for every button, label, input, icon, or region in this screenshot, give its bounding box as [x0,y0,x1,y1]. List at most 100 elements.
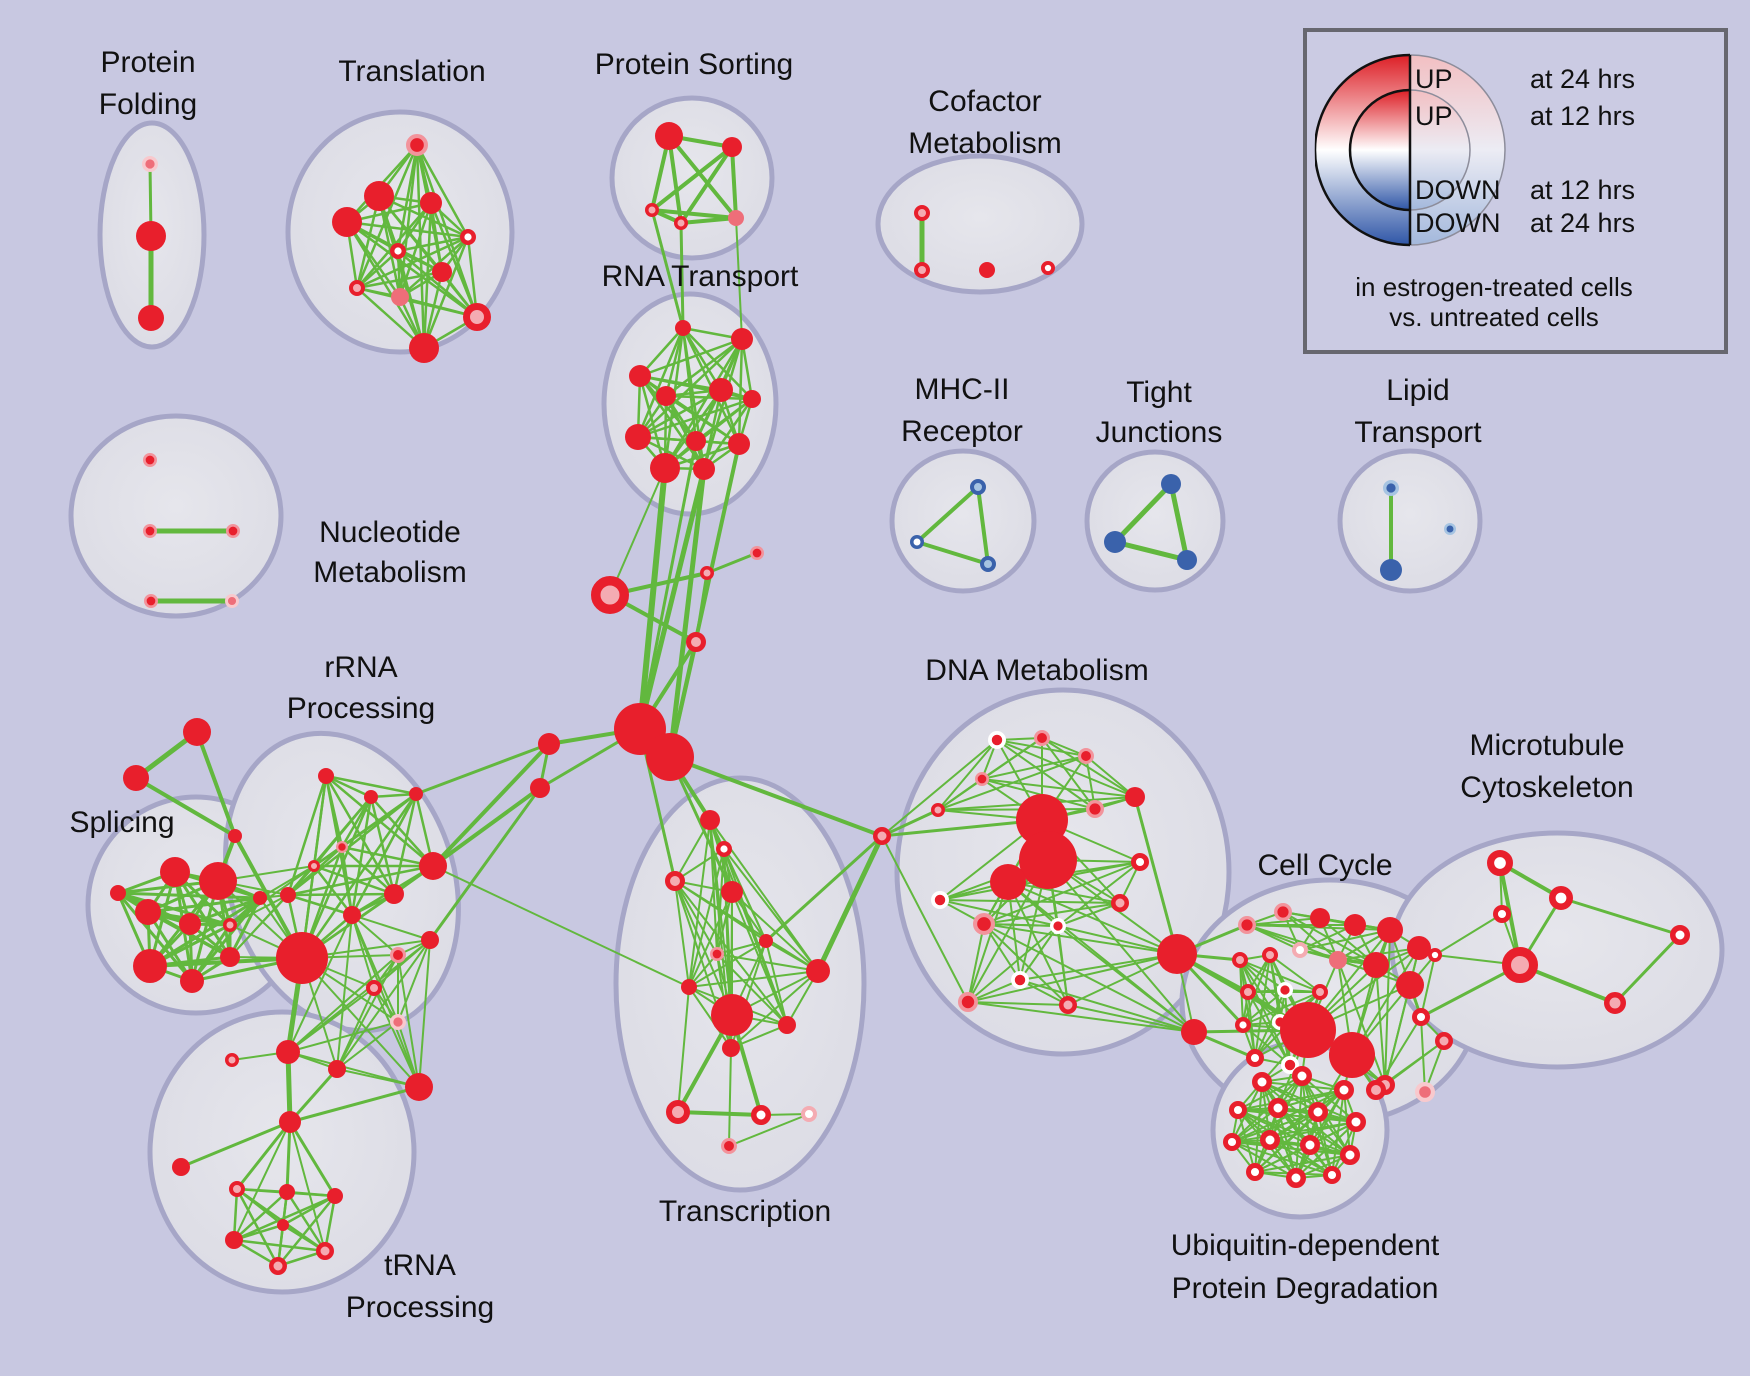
node-rr13 [405,1073,433,1101]
legend-row-down12-label: DOWN [1415,175,1500,205]
edge [996,739,1096,810]
edge [312,774,328,868]
edge [288,1085,421,1124]
cluster-label-rrna-processing-line2: Processing [287,692,435,725]
node-tx12 [666,1100,690,1124]
node-mc1 [1486,850,1513,877]
node-nu5 [225,593,240,608]
edge [276,1194,337,1268]
edge [1085,755,1136,798]
edge [369,795,435,868]
edge [1057,925,1178,955]
edge [1242,989,1286,1026]
node-mc5 [1428,947,1443,962]
edge [323,1194,337,1253]
node-ps3 [645,203,659,217]
edge [1019,953,1178,981]
node-dm9 [1019,831,1077,889]
node-mc7 [1366,1080,1386,1100]
edge [324,774,373,799]
node-sp1 [750,546,765,561]
cluster-label-rrna-processing-line1: rRNA [324,651,397,684]
edge [1231,1141,1351,1156]
edge [229,865,315,926]
node-cc9 [1292,942,1308,958]
cluster-hull-cofactor-metabolism [875,153,1085,295]
node-rr2 [364,790,378,804]
edge [422,235,470,350]
node-sp2 [700,566,714,580]
edge [286,893,354,917]
node-tx14 [801,1106,817,1122]
cluster-label-transcription: Transcription [659,1195,831,1228]
node-ub6 [1308,1102,1328,1122]
cluster-label-trna-processing-line1: tRNA [384,1249,456,1282]
edge [976,485,990,566]
edge [679,216,738,225]
node-mh3 [980,556,996,572]
edge [1337,959,1386,1086]
edge [288,1067,339,1124]
legend-row-up12-time: at 12 hrs [1530,101,1635,131]
node-ps1 [655,122,683,150]
node-rt9 [728,433,750,455]
edge [285,1120,292,1194]
node-mh1 [970,479,986,495]
node-cf1 [914,205,930,221]
node-tr9 [432,262,452,282]
edge [730,145,738,220]
edge [340,795,373,849]
edge [880,808,940,838]
cluster-hull-microtubule-cytoskeleton [1389,830,1725,1070]
node-tx11 [722,1039,740,1057]
cluster-label-microtubule-cytoskeleton-line1: Microtubule [1469,729,1624,762]
node-rr18 [421,931,439,949]
cluster-label-lipid-transport-line2: Transport [1354,416,1482,449]
edge [1254,1154,1351,1173]
legend-row-down24-time: at 24 hrs [1530,208,1635,238]
edge [1067,1004,1195,1033]
node-ub1 [1252,1072,1272,1092]
node-cc5 [1377,917,1403,943]
node-dm17 [1011,971,1030,990]
edge [1231,1141,1297,1179]
edge [983,923,1069,1006]
edge [398,201,433,299]
node-cc1 [1237,916,1256,935]
edge [688,986,732,1049]
node-cf2 [914,262,930,278]
edge [287,954,399,1053]
edge [340,845,435,868]
node-mc2 [1549,885,1574,910]
node-ub11 [1340,1145,1360,1165]
edge [650,208,738,220]
edge [392,792,418,896]
edge [716,953,788,1026]
cluster-hull-nucleotide-metabolism [68,413,284,619]
node-rt8 [686,431,706,451]
node-tn3 [327,1188,343,1204]
node-tj3 [1177,550,1197,570]
edge [287,939,431,1053]
edge [340,845,396,896]
edge [373,987,420,1088]
edge [723,848,788,1026]
edge [355,270,444,290]
node-tr4 [390,242,407,259]
cluster-hull-transcription [613,775,867,1193]
node-tr6 [420,192,442,214]
node-cc21 [1281,1056,1300,1075]
edge [939,899,1059,927]
edge [1420,1016,1426,1093]
edge [679,145,734,225]
node-cc18 [1280,1002,1336,1058]
edge [1269,954,1321,993]
edge [312,864,396,896]
edge [312,864,354,917]
node-ub14 [1322,1165,1341,1184]
edge [414,742,551,796]
edge [285,1190,337,1198]
edge [1112,539,1190,563]
node-sl8 [220,947,240,967]
edge [937,778,983,811]
